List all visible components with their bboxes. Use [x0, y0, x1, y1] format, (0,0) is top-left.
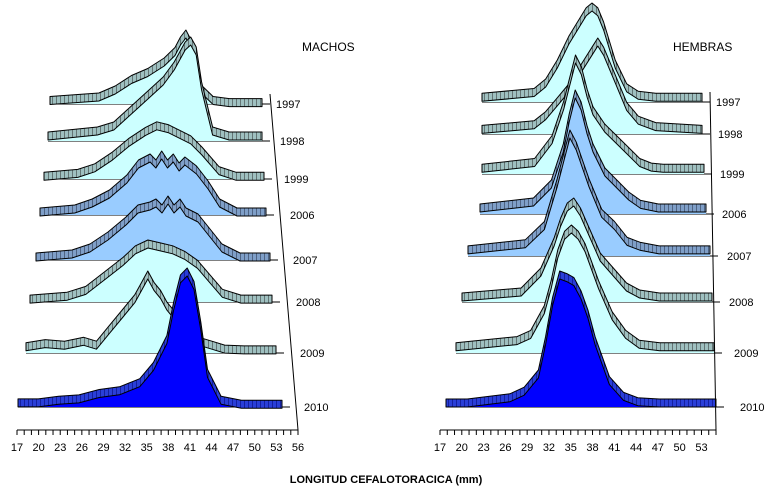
year-label-1999: 1999 [284, 174, 308, 186]
x-tick-label: 32 [543, 442, 555, 454]
x-tick-label: 38 [586, 442, 598, 454]
year-label-2008: 2008 [729, 297, 753, 309]
series-line [461, 197, 713, 302]
year-label-2006: 2006 [290, 210, 314, 222]
x-tick-label: 32 [119, 442, 131, 454]
year-label-2007: 2007 [727, 251, 751, 263]
chart-panel-hembras: 1997 1998 1999 2006 2007 2008 2009 2010 17 20 23 26… [434, 2, 764, 454]
x-tick-label: 20 [456, 442, 468, 454]
year-label-1999: 1999 [720, 169, 744, 181]
panel-title-hembras: HEMBRAS [673, 40, 732, 54]
year-label-1998: 1998 [280, 136, 304, 148]
x-tick-label: 23 [477, 442, 489, 454]
depth-axis [269, 93, 299, 431]
series-line [455, 224, 715, 352]
series-line [17, 267, 283, 409]
year-label-1997: 1997 [716, 97, 740, 109]
series-area [446, 275, 716, 407]
x-tick-label: 47 [227, 442, 239, 454]
x-tick-label: 47 [652, 442, 664, 454]
series-line [25, 270, 277, 355]
x-tick-label: 53 [695, 442, 707, 454]
x-tick-label: 44 [205, 442, 217, 454]
series-line [467, 129, 711, 255]
depth-axis [709, 91, 717, 431]
panel-title-machos: MACHOS [302, 40, 355, 54]
year-label-2010: 2010 [740, 402, 764, 414]
series-area [40, 155, 266, 215]
x-tick-label: 20 [32, 442, 44, 454]
x-tick-label: 41 [184, 442, 196, 454]
x-tick-label: 26 [76, 442, 88, 454]
series-area [482, 42, 702, 134]
series-area [456, 229, 714, 353]
year-label-2007: 2007 [293, 255, 317, 267]
x-tick-label: 41 [608, 442, 620, 454]
year-label-2006: 2006 [722, 209, 746, 221]
series-line [49, 29, 263, 108]
x-tick-label: 17 [434, 442, 446, 454]
series-area [482, 59, 704, 174]
x-tick-label: 50 [674, 442, 686, 454]
x-tick-label: 35 [565, 442, 577, 454]
x-tick-label: 26 [499, 442, 511, 454]
ridge-2009 [25, 270, 284, 355]
x-tick-label: 53 [270, 442, 282, 454]
series-line [43, 121, 265, 181]
series-area [18, 272, 282, 407]
x-tick-label: 23 [54, 442, 66, 454]
x-tick-label: 35 [141, 442, 153, 454]
year-label-2009: 2009 [734, 348, 758, 360]
series-line [47, 36, 263, 141]
x-tick-label: 56 [292, 442, 304, 454]
series-line [29, 239, 273, 304]
series-line [481, 54, 705, 173]
series-line [481, 2, 703, 102]
year-label-2009: 2009 [300, 348, 324, 360]
series-line [35, 195, 271, 262]
x-tick-label: 44 [630, 442, 642, 454]
x-tick-label: 29 [97, 442, 109, 454]
year-label-1997: 1997 [276, 99, 300, 111]
x-tick-label: 17 [11, 442, 23, 454]
year-label-2010: 2010 [304, 402, 328, 414]
year-label-1998: 1998 [718, 129, 742, 141]
x-tick-label: 38 [162, 442, 174, 454]
year-label-2008: 2008 [296, 297, 320, 309]
x-axis-label: LONGITUD CEFALOTORACICA (mm) [290, 474, 483, 486]
series-area [480, 94, 706, 214]
series-area [468, 134, 710, 256]
chart-panel-machos: 1997 1998 1999 2006 2007 2008 2009 2010 17 20 23 26… [11, 29, 328, 454]
ridge-2010 [17, 267, 290, 409]
series-area [26, 275, 276, 353]
x-tick-label: 29 [521, 442, 533, 454]
x-tick-label: 50 [249, 442, 261, 454]
series-line [39, 150, 267, 217]
series-line [479, 89, 707, 213]
